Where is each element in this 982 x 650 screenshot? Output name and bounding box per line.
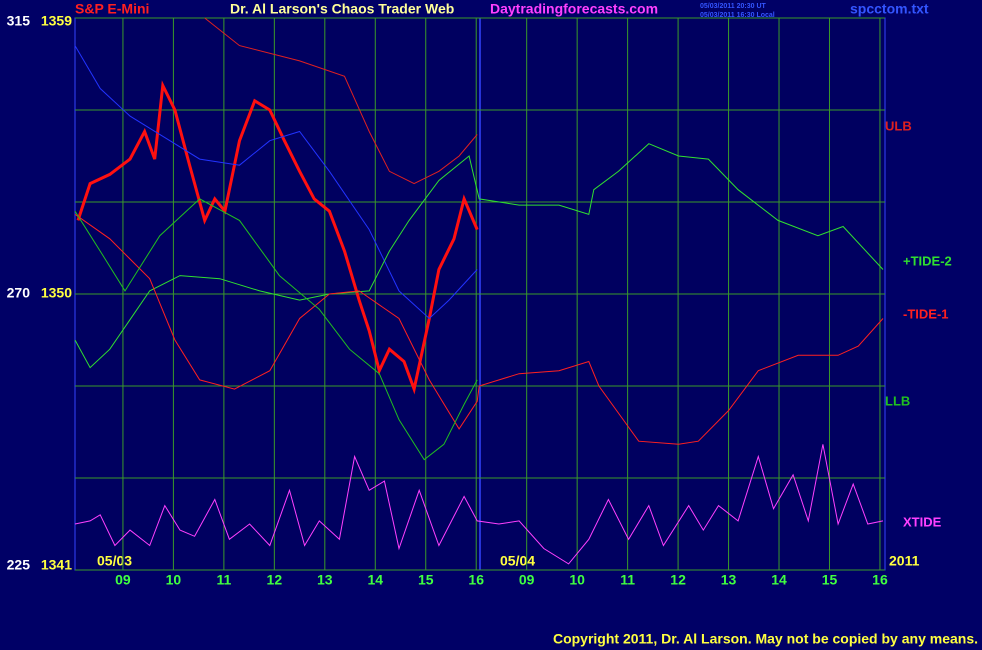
time-local: 05/03/2011 16:30 Local xyxy=(700,12,775,19)
x-tick-label: 14 xyxy=(367,572,383,588)
x-tick-label: 14 xyxy=(771,572,787,588)
file-name: spcctom.txt xyxy=(850,1,929,17)
series-line xyxy=(204,17,478,185)
x-tick-label: 12 xyxy=(670,572,686,588)
date-label: 05/03 xyxy=(97,553,132,569)
series-label: -TIDE-1 xyxy=(903,306,949,321)
series-label: +TIDE-2 xyxy=(903,253,952,268)
y-tick-label: 1341 xyxy=(41,557,72,573)
x-tick-label: 13 xyxy=(317,572,333,588)
x-tick-label: 15 xyxy=(418,572,434,588)
series-line xyxy=(74,45,478,320)
series-line xyxy=(74,444,884,565)
x-tick-label: 11 xyxy=(620,572,635,588)
y2-tick-label: 315 xyxy=(7,13,31,29)
x-tick-label: 16 xyxy=(872,572,888,588)
series-line xyxy=(74,198,478,461)
series-label: XTIDE xyxy=(903,514,942,529)
year-label: 2011 xyxy=(889,553,920,569)
x-tick-label: 10 xyxy=(166,572,182,588)
series-line xyxy=(76,80,479,395)
site: Daytradingforecasts.com xyxy=(490,1,658,17)
date-label: 05/04 xyxy=(500,553,535,569)
x-tick-label: 10 xyxy=(569,572,585,588)
x-tick-label: 12 xyxy=(267,572,283,588)
y-tick-label: 1350 xyxy=(41,285,72,301)
x-tick-label: 11 xyxy=(216,572,231,588)
x-tick-label: 16 xyxy=(468,572,484,588)
series-line xyxy=(74,143,884,369)
time-ut: 05/03/2011 20:30 UT xyxy=(700,3,766,10)
copyright: Copyright 2011, Dr. Al Larson. May not b… xyxy=(553,631,978,647)
title: Dr. Al Larson's Chaos Trader Web xyxy=(230,1,454,17)
y-tick-label: 1359 xyxy=(41,13,72,29)
symbol: S&P E-Mini xyxy=(75,1,149,17)
x-tick-label: 15 xyxy=(822,572,838,588)
x-tick-label: 09 xyxy=(115,572,131,588)
y2-tick-label: 270 xyxy=(7,285,31,301)
y2-tick-label: 225 xyxy=(7,557,31,573)
series-label: LLB xyxy=(885,393,910,408)
x-tick-label: 09 xyxy=(519,572,535,588)
x-tick-label: 13 xyxy=(721,572,737,588)
series-label: ULB xyxy=(885,118,912,133)
series-line xyxy=(74,213,884,445)
